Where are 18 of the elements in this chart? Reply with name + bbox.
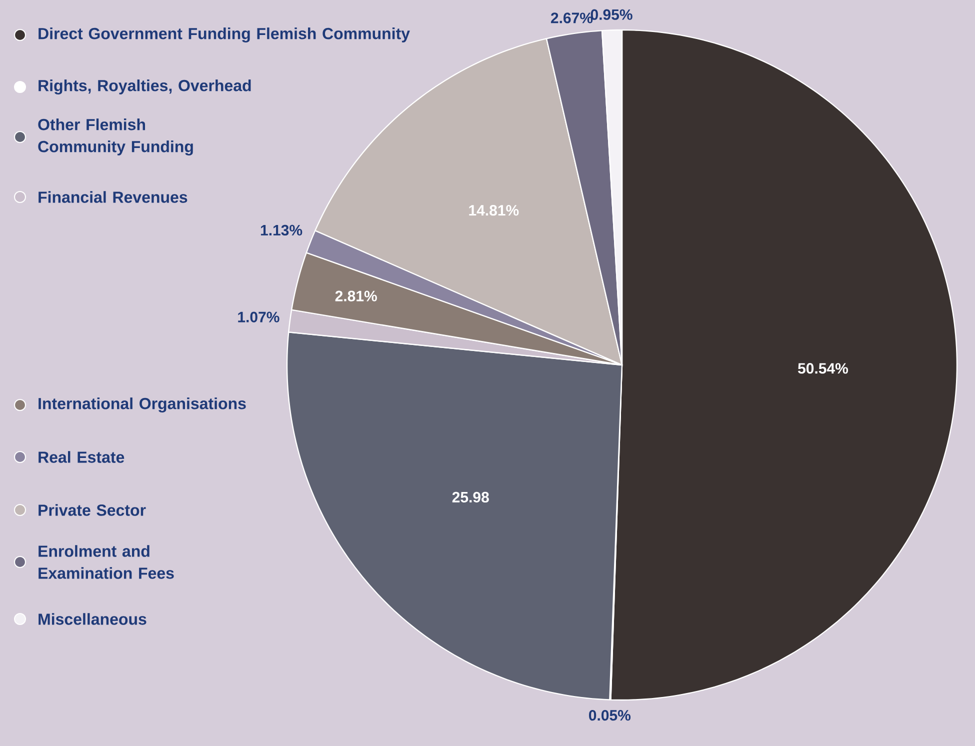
legend-label: Private Sector (38, 504, 146, 516)
legend-label: Other Flemish Community Funding (38, 118, 193, 156)
data-label: 2.81% (335, 290, 377, 302)
legend-label: Miscellaneous (38, 613, 146, 625)
legend-label: Direct Government Funding Flemish Community (38, 28, 410, 42)
data-label: 2.67% (550, 12, 593, 24)
data-label: 25.98 (452, 492, 489, 503)
data-label: 14.81% (469, 205, 519, 216)
data-label: 1.13% (260, 224, 302, 236)
data-label: 0.05% (589, 710, 631, 721)
data-label: 0.95% (590, 9, 632, 20)
legend-label: Financial Revenues (38, 191, 188, 203)
legend-label: Enrolment and Examination Fees (38, 545, 174, 579)
legend-label: Real Estate (38, 451, 124, 463)
legend-label: Rights, Royalties, Overhead (38, 80, 251, 94)
data-label: 1.07% (238, 312, 280, 322)
legend-label: International Organisations (38, 397, 246, 412)
data-label: 50.54% (798, 363, 848, 374)
